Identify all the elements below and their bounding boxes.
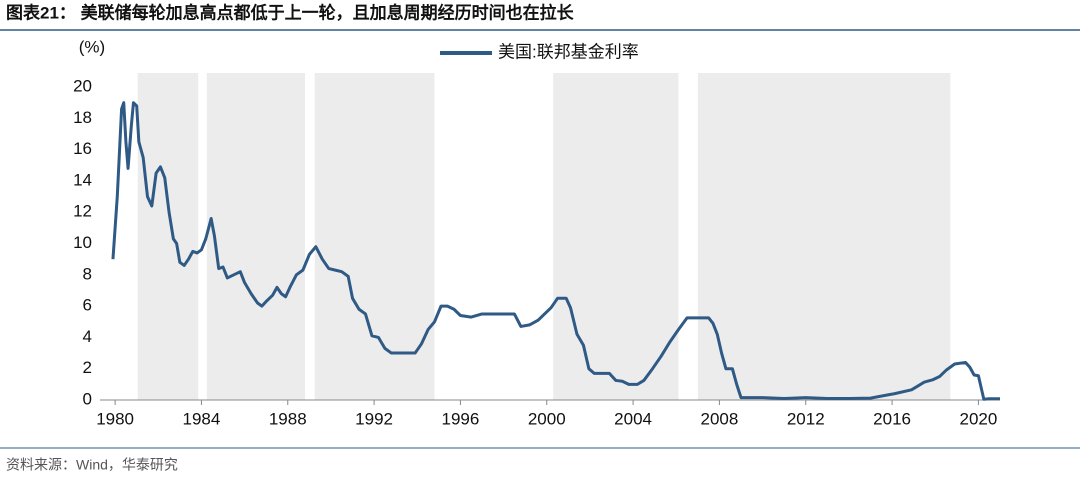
y-tick-label: 4 <box>83 327 92 346</box>
x-tick-label: 1996 <box>442 409 480 428</box>
x-tick-label: 2008 <box>701 409 739 428</box>
x-tick-label: 1980 <box>96 409 134 428</box>
y-axis-label: (%) <box>79 37 105 56</box>
chart-title: 图表21： 美联储每轮加息高点都低于上一轮，且加息周期经历时间也在拉长 <box>6 2 575 22</box>
y-tick-label: 2 <box>83 358 92 377</box>
x-tick-label: 2004 <box>614 409 652 428</box>
y-tick-label: 12 <box>73 202 92 221</box>
x-tick-label: 1984 <box>183 409 221 428</box>
data-line <box>111 101 1000 401</box>
shaded-period <box>314 73 435 400</box>
shaded-period <box>206 73 306 400</box>
y-tick-label: 14 <box>73 170 92 189</box>
y-tick-label: 18 <box>73 108 92 127</box>
shaded-period <box>697 73 951 400</box>
x-tick-label: 2020 <box>960 409 998 428</box>
y-tick-label: 8 <box>83 264 92 283</box>
shaded-period <box>137 73 199 400</box>
x-tick-label: 1988 <box>269 409 307 428</box>
y-tick-label: 20 <box>73 77 92 96</box>
shaded-period <box>553 73 679 400</box>
x-tick-label: 1992 <box>355 409 393 428</box>
source-note: 资料来源：Wind，华泰研究 <box>6 457 178 473</box>
y-tick-label: 16 <box>73 139 92 158</box>
y-tick-label: 0 <box>83 389 92 408</box>
x-tick-label: 2016 <box>873 409 911 428</box>
x-tick-label: 2012 <box>787 409 825 428</box>
legend-label: 美国:联邦基金利率 <box>498 42 639 61</box>
y-tick-label: 10 <box>73 233 92 252</box>
y-tick-label: 6 <box>83 296 92 315</box>
x-tick-label: 2000 <box>528 409 566 428</box>
